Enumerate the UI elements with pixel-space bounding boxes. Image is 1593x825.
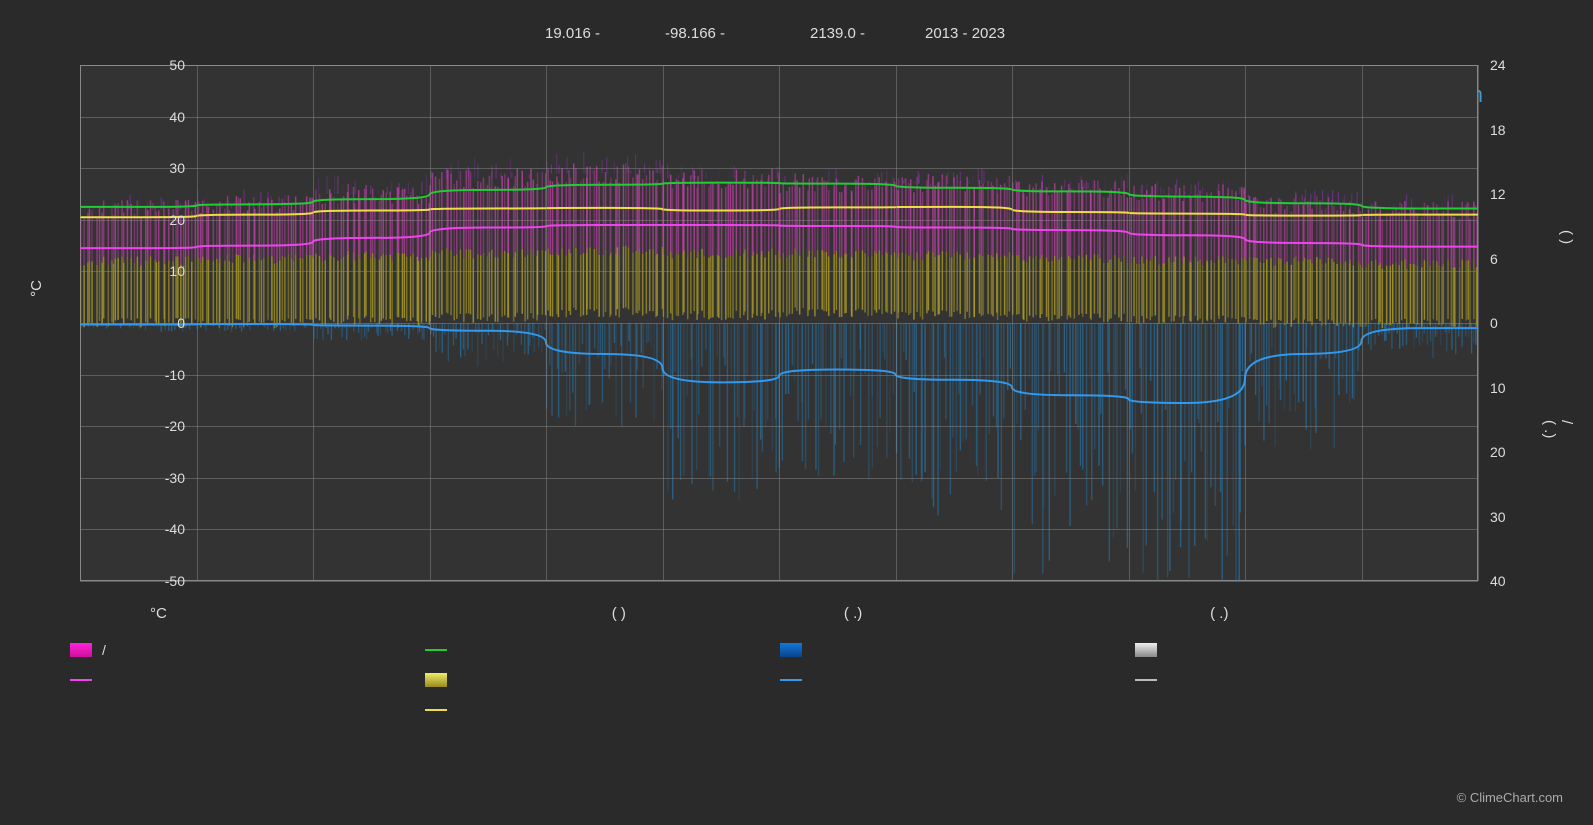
legend-swatch xyxy=(425,649,447,651)
legend-swatch xyxy=(1135,643,1157,657)
legend-swatch xyxy=(70,643,92,657)
y-axis-right-title-top: ( ) xyxy=(1558,230,1575,244)
y-left-tick: 10 xyxy=(155,263,185,279)
y-left-tick: -30 xyxy=(155,470,185,486)
y-left-tick: -50 xyxy=(155,573,185,589)
y-right-bottom-tick: 10 xyxy=(1490,380,1520,396)
y-right-top-tick: 6 xyxy=(1490,251,1520,267)
y-axis-left-title: °C xyxy=(28,280,45,297)
y-right-bottom-tick: 40 xyxy=(1490,573,1520,589)
legend-item xyxy=(425,640,720,660)
legend-item xyxy=(425,670,720,690)
y-right-top-tick: 12 xyxy=(1490,186,1520,202)
legend-label: / xyxy=(102,642,106,658)
legend-swatch xyxy=(425,673,447,687)
legend-item xyxy=(1135,640,1430,660)
y-left-tick: -40 xyxy=(155,521,185,537)
legend-swatch xyxy=(780,643,802,657)
y-right-bottom-tick: 30 xyxy=(1490,509,1520,525)
y-left-tick: 50 xyxy=(155,57,185,73)
legend-item xyxy=(70,670,365,690)
legend-swatch xyxy=(1135,679,1157,681)
header-years: 2013 - 2023 xyxy=(925,25,1005,42)
legend-item: / xyxy=(70,640,365,660)
legend-swatch xyxy=(425,709,447,711)
header-longitude: -98.166 - xyxy=(665,25,725,42)
legend-item xyxy=(780,640,1075,660)
copyright: © ClimeChart.com xyxy=(1457,790,1563,805)
legend-item xyxy=(780,670,1075,690)
y-right-top-tick: 24 xyxy=(1490,57,1520,73)
legend-swatch xyxy=(70,679,92,681)
legend-item xyxy=(1135,670,1430,690)
y-right-top-tick: 0 xyxy=(1490,315,1520,331)
header-latitude: 19.016 - xyxy=(545,25,600,42)
y-left-tick: 30 xyxy=(155,160,185,176)
y-left-tick: -20 xyxy=(155,418,185,434)
legend-swatch xyxy=(780,679,802,681)
header-altitude: 2139.0 - xyxy=(810,25,865,42)
y-left-tick: 20 xyxy=(155,212,185,228)
chart-plot-area xyxy=(80,65,1478,581)
y-left-tick: 0 xyxy=(155,315,185,331)
y-axis-right-title-bottom: / ( .) xyxy=(1541,420,1575,438)
y-left-tick: 40 xyxy=(155,109,185,125)
y-left-tick: -10 xyxy=(155,367,185,383)
legend-header: °C ( ) ( .) ( .) xyxy=(70,605,1490,622)
y-right-top-tick: 18 xyxy=(1490,122,1520,138)
legend: °C ( ) ( .) ( .) / xyxy=(70,605,1490,730)
legend-item xyxy=(425,700,720,720)
y-right-bottom-tick: 20 xyxy=(1490,444,1520,460)
climate-chart-container: 19.016 - -98.166 - 2139.0 - 2013 - 2023 … xyxy=(0,0,1593,825)
